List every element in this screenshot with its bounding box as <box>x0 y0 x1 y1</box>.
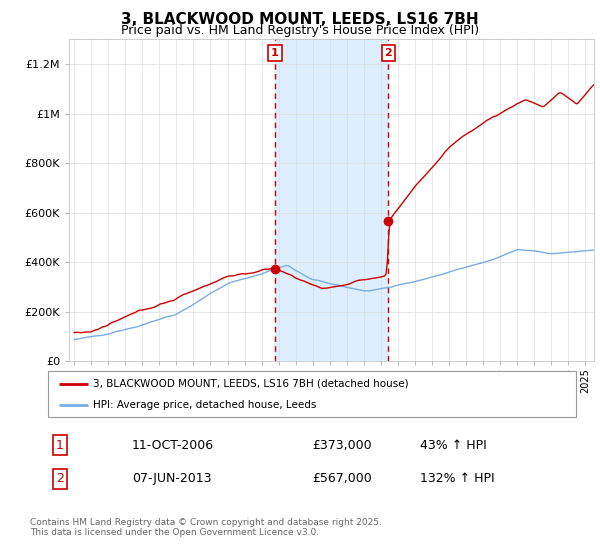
Text: 43% ↑ HPI: 43% ↑ HPI <box>420 438 487 452</box>
Text: 11-OCT-2006: 11-OCT-2006 <box>132 438 214 452</box>
Text: 1: 1 <box>56 438 64 452</box>
Text: £373,000: £373,000 <box>312 438 371 452</box>
Text: Price paid vs. HM Land Registry's House Price Index (HPI): Price paid vs. HM Land Registry's House … <box>121 24 479 37</box>
Text: 1: 1 <box>271 48 279 58</box>
Bar <box>275 39 388 361</box>
Text: HPI: Average price, detached house, Leeds: HPI: Average price, detached house, Leed… <box>93 400 316 410</box>
Text: £567,000: £567,000 <box>312 472 372 486</box>
Text: 2: 2 <box>56 472 64 486</box>
Text: Contains HM Land Registry data © Crown copyright and database right 2025.
This d: Contains HM Land Registry data © Crown c… <box>30 518 382 538</box>
Text: 3, BLACKWOOD MOUNT, LEEDS, LS16 7BH: 3, BLACKWOOD MOUNT, LEEDS, LS16 7BH <box>121 12 479 27</box>
Text: 2: 2 <box>385 48 392 58</box>
Text: 07-JUN-2013: 07-JUN-2013 <box>132 472 212 486</box>
Text: 3, BLACKWOOD MOUNT, LEEDS, LS16 7BH (detached house): 3, BLACKWOOD MOUNT, LEEDS, LS16 7BH (det… <box>93 379 409 389</box>
Text: 132% ↑ HPI: 132% ↑ HPI <box>420 472 494 486</box>
